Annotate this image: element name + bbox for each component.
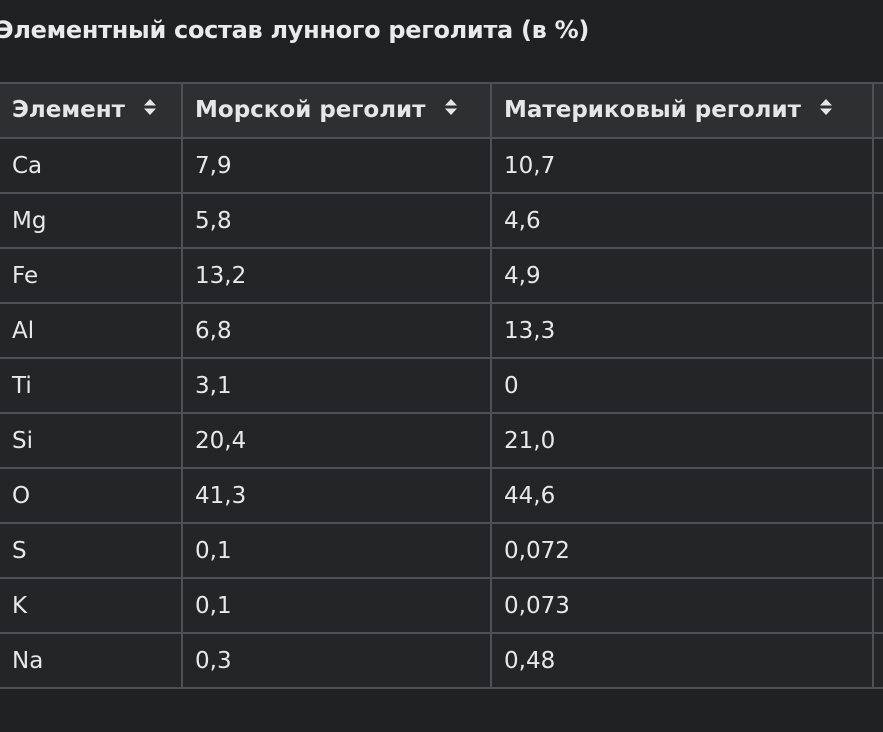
cell-mare: 3,1 xyxy=(181,357,492,414)
cell-highland: 4,9 xyxy=(490,247,874,304)
cell-highland: 21,0 xyxy=(490,412,874,469)
cell-overflow xyxy=(872,192,883,249)
cell-overflow xyxy=(872,632,883,689)
header-row: Элемент Морской реголит Материковый рего… xyxy=(0,82,883,139)
table-row: Na 0,3 0,48 xyxy=(0,632,883,689)
cell-element: K xyxy=(0,577,183,634)
cell-element: Al xyxy=(0,302,183,359)
cell-highland: 4,6 xyxy=(490,192,874,249)
cell-element: S xyxy=(0,522,183,579)
table-caption: Элементный состав лунного реголита (в %) xyxy=(0,16,590,44)
sort-up-down-icon[interactable] xyxy=(819,96,833,122)
cell-highland: 0,073 xyxy=(490,577,874,634)
cell-element: Ti xyxy=(0,357,183,414)
cell-element: Ca xyxy=(0,137,183,194)
cell-overflow xyxy=(872,137,883,194)
column-header-label: Морской реголит xyxy=(195,97,426,124)
cell-overflow xyxy=(872,357,883,414)
cell-mare: 0,1 xyxy=(181,577,492,634)
element-composition-table: Элемент Морской реголит Материковый рего… xyxy=(0,82,883,689)
cell-overflow xyxy=(872,302,883,359)
sort-up-down-icon[interactable] xyxy=(143,96,157,122)
cell-mare: 0,3 xyxy=(181,632,492,689)
cell-element: O xyxy=(0,467,183,524)
cell-highland: 44,6 xyxy=(490,467,874,524)
column-header-element[interactable]: Элемент xyxy=(0,82,183,139)
table-row: Mg 5,8 4,6 xyxy=(0,192,883,249)
table-row: O 41,3 44,6 xyxy=(0,467,883,524)
column-header-highland-regolith[interactable]: Материковый реголит xyxy=(490,82,874,139)
column-header-label: Элемент xyxy=(12,97,125,124)
table-row: Ti 3,1 0 xyxy=(0,357,883,414)
cell-mare: 20,4 xyxy=(181,412,492,469)
cell-overflow xyxy=(872,247,883,304)
table-row: S 0,1 0,072 xyxy=(0,522,883,579)
cell-mare: 5,8 xyxy=(181,192,492,249)
cell-overflow xyxy=(872,412,883,469)
column-header-label: Материковый реголит xyxy=(504,97,801,124)
column-header-mare-regolith[interactable]: Морской реголит xyxy=(181,82,492,139)
column-header-overflow xyxy=(872,82,883,139)
cell-element: Fe xyxy=(0,247,183,304)
table-row: K 0,1 0,073 xyxy=(0,577,883,634)
cell-mare: 0,1 xyxy=(181,522,492,579)
sort-up-down-icon[interactable] xyxy=(444,96,458,122)
cell-element: Mg xyxy=(0,192,183,249)
cell-highland: 13,3 xyxy=(490,302,874,359)
cell-element: Si xyxy=(0,412,183,469)
cell-highland: 10,7 xyxy=(490,137,874,194)
cell-mare: 6,8 xyxy=(181,302,492,359)
cell-mare: 41,3 xyxy=(181,467,492,524)
table-row: Fe 13,2 4,9 xyxy=(0,247,883,304)
cell-mare: 7,9 xyxy=(181,137,492,194)
cell-overflow xyxy=(872,577,883,634)
cell-highland: 0,072 xyxy=(490,522,874,579)
cell-highland: 0,48 xyxy=(490,632,874,689)
cell-overflow xyxy=(872,467,883,524)
table-row: Si 20,4 21,0 xyxy=(0,412,883,469)
cell-overflow xyxy=(872,522,883,579)
cell-mare: 13,2 xyxy=(181,247,492,304)
cell-element: Na xyxy=(0,632,183,689)
cell-highland: 0 xyxy=(490,357,874,414)
table-row: Al 6,8 13,3 xyxy=(0,302,883,359)
table-row: Ca 7,9 10,7 xyxy=(0,137,883,194)
